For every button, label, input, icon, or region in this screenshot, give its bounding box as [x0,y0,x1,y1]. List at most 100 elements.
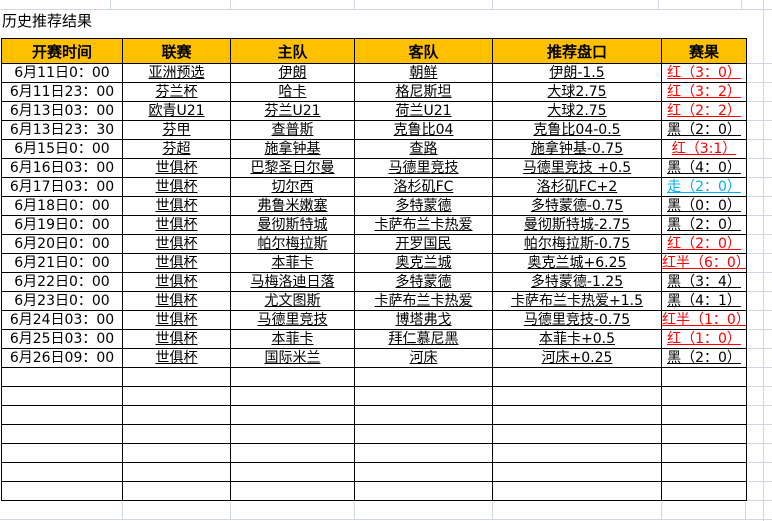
cell-home[interactable]: 查普斯 [230,120,355,140]
cell-result[interactable]: 黑（4：0） [661,158,747,178]
empty-cell[interactable] [230,367,355,387]
empty-cell[interactable] [230,443,355,463]
cell-handicap[interactable]: 马德里竞技-0.75 [492,310,662,330]
cell-home[interactable]: 本菲卡 [230,253,355,273]
cell-result[interactable]: 红半（6：0） [661,253,747,273]
cell-home[interactable]: 帕尔梅拉斯 [230,234,355,254]
empty-cell[interactable] [1,386,123,406]
cell-away[interactable]: 奥克兰城 [354,253,493,273]
cell-home[interactable]: 哈卡 [230,82,355,102]
cell-league[interactable]: 欧青U21 [122,101,231,121]
empty-cell[interactable] [122,481,231,501]
cell-away[interactable]: 朝鲜 [354,63,493,83]
cell-result[interactable]: 红（2：2） [661,101,747,121]
cell-away[interactable]: 拜仁慕尼黑 [354,329,493,349]
cell-handicap[interactable]: 伊朗-1.5 [492,63,662,83]
cell-time[interactable]: 6月19日0：00 [1,215,123,235]
empty-cell[interactable] [230,424,355,444]
empty-cell[interactable] [492,443,662,463]
empty-cell[interactable] [230,386,355,406]
cell-home[interactable]: 弗鲁米嫩塞 [230,196,355,216]
cell-league[interactable]: 世俱杯 [122,310,231,330]
cell-time[interactable]: 6月11日23：00 [1,82,123,102]
cell-result[interactable]: 走（2：0） [661,177,747,197]
cell-time[interactable]: 6月26日09：00 [1,348,123,368]
empty-cell[interactable] [661,443,747,463]
empty-cell[interactable] [230,405,355,425]
cell-result[interactable]: 黑（2：0） [661,348,747,368]
empty-cell[interactable] [122,405,231,425]
empty-cell[interactable] [1,424,123,444]
cell-away[interactable]: 博塔弗戈 [354,310,493,330]
empty-cell[interactable] [661,481,747,501]
cell-home[interactable]: 国际米兰 [230,348,355,368]
cell-league[interactable]: 世俱杯 [122,234,231,254]
empty-cell[interactable] [661,367,747,387]
cell-league[interactable]: 世俱杯 [122,177,231,197]
cell-away[interactable]: 卡萨布兰卡热爱 [354,215,493,235]
cell-away[interactable]: 开罗国民 [354,234,493,254]
cell-time[interactable]: 6月25日03：00 [1,329,123,349]
cell-result[interactable]: 红（1：0） [661,329,747,349]
cell-league[interactable]: 世俱杯 [122,196,231,216]
cell-handicap[interactable]: 河床+0.25 [492,348,662,368]
cell-league[interactable]: 世俱杯 [122,215,231,235]
empty-cell[interactable] [122,367,231,387]
empty-cell[interactable] [1,443,123,463]
cell-handicap[interactable]: 帕尔梅拉斯-0.75 [492,234,662,254]
empty-cell[interactable] [1,481,123,501]
empty-cell[interactable] [661,405,747,425]
header-cell-league[interactable]: 联赛 [122,38,231,64]
cell-result[interactable]: 黑（2：0） [661,120,747,140]
cell-handicap[interactable]: 多特蒙德-1.25 [492,272,662,292]
empty-cell[interactable] [354,462,493,482]
cell-handicap[interactable]: 曼彻斯特城-2.75 [492,215,662,235]
header-cell-time[interactable]: 开赛时间 [1,38,123,64]
empty-cell[interactable] [122,443,231,463]
cell-away[interactable]: 荷兰U21 [354,101,493,121]
cell-result[interactable]: 黑（3：4） [661,272,747,292]
cell-home[interactable]: 伊朗 [230,63,355,83]
empty-cell[interactable] [492,386,662,406]
empty-cell[interactable] [354,424,493,444]
cell-handicap[interactable]: 施拿钟基-0.75 [492,139,662,159]
empty-cell[interactable] [661,424,747,444]
cell-result[interactable]: 红（3：2） [661,82,747,102]
cell-league[interactable]: 世俱杯 [122,158,231,178]
cell-away[interactable]: 查路 [354,139,493,159]
cell-home[interactable]: 马梅洛迪日落 [230,272,355,292]
empty-cell[interactable] [122,386,231,406]
cell-result[interactable]: 黑（4：1） [661,291,747,311]
cell-away[interactable]: 格尼斯坦 [354,82,493,102]
cell-handicap[interactable]: 卡萨布兰卡热爱+1.5 [492,291,662,311]
cell-result[interactable]: 红半（1：0） [661,310,747,330]
cell-handicap[interactable]: 马德里竞技 +0.5 [492,158,662,178]
empty-cell[interactable] [661,462,747,482]
empty-cell[interactable] [354,367,493,387]
cell-away[interactable]: 洛杉矶FC [354,177,493,197]
cell-league[interactable]: 世俱杯 [122,272,231,292]
cell-home[interactable]: 本菲卡 [230,329,355,349]
cell-handicap[interactable]: 洛杉矶FC+2 [492,177,662,197]
cell-home[interactable]: 切尔西 [230,177,355,197]
empty-cell[interactable] [354,481,493,501]
cell-league[interactable]: 芬兰杯 [122,82,231,102]
cell-handicap[interactable]: 克鲁比04-0.5 [492,120,662,140]
cell-away[interactable]: 河床 [354,348,493,368]
empty-cell[interactable] [492,481,662,501]
empty-cell[interactable] [122,462,231,482]
empty-cell[interactable] [492,367,662,387]
cell-result[interactable]: 红（2：0） [661,234,747,254]
cell-away[interactable]: 马德里竞技 [354,158,493,178]
empty-cell[interactable] [122,424,231,444]
cell-time[interactable]: 6月22日0：00 [1,272,123,292]
header-cell-away[interactable]: 客队 [354,38,493,64]
empty-cell[interactable] [354,386,493,406]
cell-home[interactable]: 马德里竞技 [230,310,355,330]
empty-cell[interactable] [1,405,123,425]
cell-home[interactable]: 尤文图斯 [230,291,355,311]
empty-cell[interactable] [492,424,662,444]
cell-result[interactable]: 黑（2：0） [661,215,747,235]
empty-cell[interactable] [1,367,123,387]
empty-cell[interactable] [230,481,355,501]
